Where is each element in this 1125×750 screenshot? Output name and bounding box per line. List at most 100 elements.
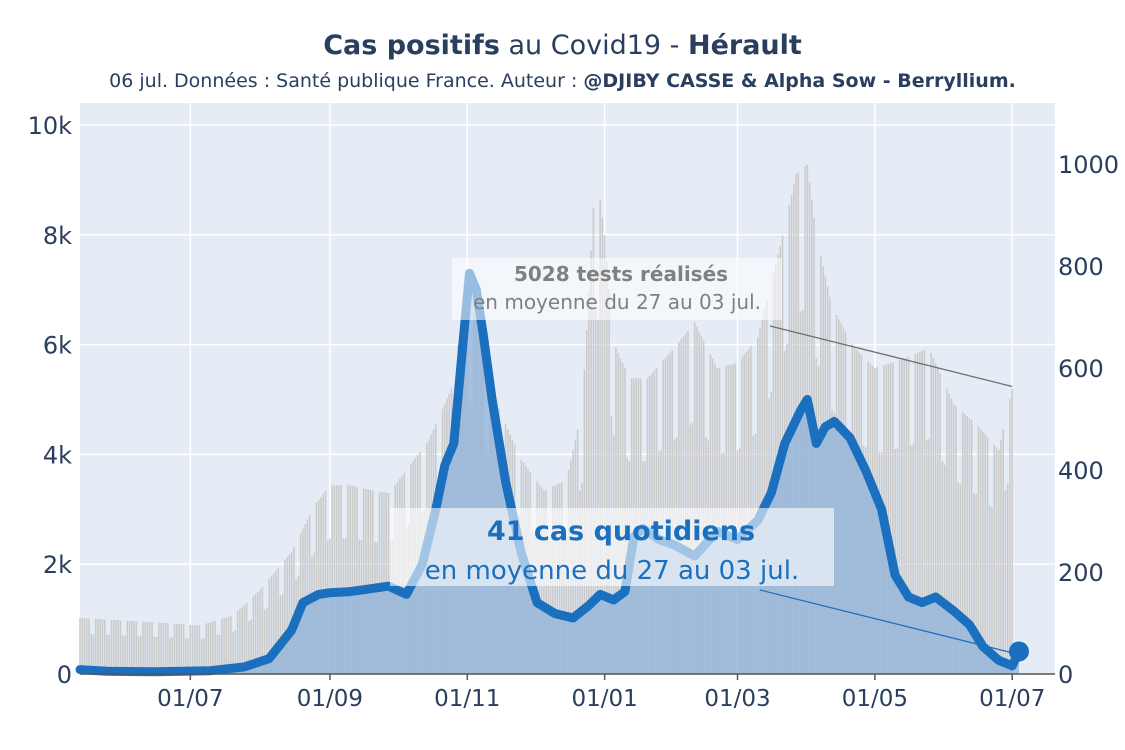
tests-bar <box>356 486 358 674</box>
tests-bar <box>171 637 174 674</box>
tests-bar <box>101 619 104 674</box>
tests-bar <box>243 604 246 674</box>
tests-bar <box>212 621 214 674</box>
tests-bar <box>599 199 601 674</box>
tests-bar <box>90 634 93 674</box>
tests-bar <box>284 559 286 674</box>
tests-bar <box>1011 388 1014 674</box>
tests-bar <box>198 625 201 674</box>
tests-bar <box>988 505 991 674</box>
tests-bar <box>977 426 980 674</box>
tests-bar <box>153 636 156 674</box>
tests-annotation: 5028 tests réalisés en moyenne du 27 au … <box>452 258 782 320</box>
tests-bar <box>594 306 597 674</box>
tests-bar <box>928 439 930 674</box>
tests-bar <box>702 340 705 674</box>
tests-bar <box>955 405 957 674</box>
tests-bar <box>189 624 192 674</box>
tests-bar <box>279 595 282 674</box>
tests-bar <box>943 464 946 674</box>
tests-bar <box>997 449 1000 674</box>
tests-bar <box>194 625 196 674</box>
tests-bar <box>131 621 133 674</box>
chart-subtitle: 06 jul. Données : Santé publique France.… <box>109 70 1016 92</box>
tests-bar <box>191 625 194 674</box>
tests-bar <box>347 485 349 674</box>
tests-bar <box>585 329 588 674</box>
tests-bar <box>97 618 99 674</box>
tests-bar <box>79 617 81 674</box>
tests-bar <box>83 618 86 674</box>
tests-bar <box>939 373 941 674</box>
tests-bar <box>1002 429 1004 674</box>
y-right-tick-label: 0 <box>1058 661 1073 689</box>
tests-bar <box>169 637 171 674</box>
tests-bar <box>907 356 910 674</box>
tests-bar <box>588 290 590 674</box>
x-tick-label: 01/11 <box>434 686 500 712</box>
tests-bar <box>335 485 338 674</box>
tests-bar <box>934 363 937 674</box>
tests-bar <box>687 330 689 674</box>
tests-bar <box>982 431 984 674</box>
tests-bar <box>340 485 342 674</box>
tests-bar <box>362 488 365 674</box>
tests-bar <box>275 570 277 674</box>
tests-bar <box>930 352 932 674</box>
tests-bar <box>128 620 131 674</box>
y-axis-right: 0 200 400 600 800 1000 <box>1058 151 1119 689</box>
tests-bar <box>94 618 97 674</box>
tests-bar <box>761 319 764 674</box>
y-right-tick-label: 800 <box>1058 253 1104 281</box>
tests-bar <box>365 488 367 674</box>
tests-bar <box>121 635 124 674</box>
tests-bar <box>351 485 354 674</box>
y-left-tick-label: 2k <box>43 551 72 579</box>
tests-annotation-arrow <box>769 325 1013 388</box>
tests-bar <box>367 489 370 674</box>
tests-bar <box>124 635 126 674</box>
tests-bar <box>1009 398 1011 674</box>
tests-bar <box>225 617 228 674</box>
x-tick-label: 01/07 <box>157 686 223 712</box>
tests-bar <box>905 357 908 674</box>
tests-bar <box>995 447 998 674</box>
x-tick-label: 01/07 <box>979 686 1045 712</box>
cases-annotation-arrow <box>759 589 1012 654</box>
y-right-tick-label: 400 <box>1058 457 1104 485</box>
tests-bar <box>140 636 142 674</box>
tests-bar <box>112 619 115 674</box>
tests-bar <box>315 502 318 674</box>
tests-bar <box>601 217 604 674</box>
tests-bar <box>263 609 266 674</box>
tests-bar <box>353 486 356 674</box>
tests-bar <box>979 429 982 674</box>
tests-bar <box>286 557 288 674</box>
tests-bar <box>281 593 284 674</box>
y-left-tick-label: 10k <box>28 112 73 140</box>
tests-bar <box>682 336 685 674</box>
tests-bar <box>975 494 977 674</box>
tests-bar <box>925 439 928 674</box>
tests-bar <box>277 568 279 674</box>
tests-bar <box>252 596 255 674</box>
tests-bar <box>912 444 914 674</box>
tests-bar <box>266 607 268 674</box>
tests-bar <box>180 624 183 674</box>
tests-bar <box>142 621 144 674</box>
tests-bar <box>964 413 966 674</box>
tests-bar <box>763 309 766 674</box>
tests-bar <box>597 319 599 674</box>
tests-bar <box>221 618 223 674</box>
cases-annotation: 41 cas quotidiens en moyenne du 27 au 03… <box>390 508 834 586</box>
tests-bar <box>603 235 606 674</box>
tests-bar <box>270 576 273 674</box>
tests-bar <box>160 622 162 674</box>
tests-bar <box>1006 483 1009 674</box>
tests-bar <box>223 618 225 674</box>
tests-bar <box>173 623 176 674</box>
tests-bar <box>756 337 759 674</box>
tests-bar <box>914 353 917 674</box>
tests-bar <box>887 363 890 674</box>
tests-bar <box>250 619 252 674</box>
